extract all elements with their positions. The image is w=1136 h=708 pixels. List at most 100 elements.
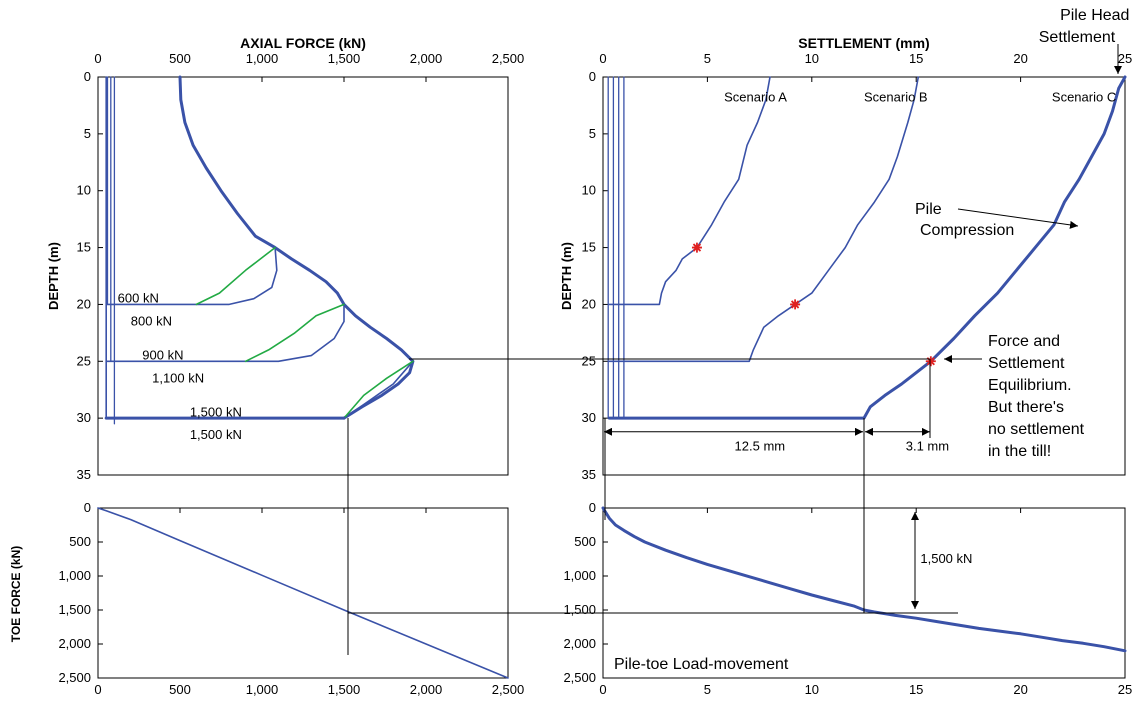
settlement-y-tick-label: 0 (589, 69, 596, 84)
axial-annotation: 800 kN (131, 313, 172, 328)
toe_force-y-tick-label: 2,500 (58, 670, 91, 685)
axial-annotation: 1,100 kN (152, 370, 204, 385)
settlement-y-tick-label: 35 (582, 467, 596, 482)
axial-annotation: 600 kN (118, 291, 159, 306)
pile_toe-y-tick-label: 0 (589, 500, 596, 515)
toe_force-y-tick-label: 1,000 (58, 568, 91, 583)
settlement-y-tick-label: 20 (582, 296, 596, 311)
axial-x-tick-label: 2,500 (492, 51, 525, 66)
axial-x-tick-label: 1,000 (246, 51, 279, 66)
pile_toe-x-tick-label: 5 (704, 682, 711, 697)
pile_toe-y-tick-label: 500 (574, 534, 596, 549)
settlement-x-tick-label: 5 (704, 51, 711, 66)
callouts: Pile Head Settlement Pile Compression Fo… (911, 7, 1129, 609)
pile-toe-title: Pile-toe Load-movement (614, 656, 789, 673)
settlement-y-tick-label: 15 (582, 240, 596, 255)
settlement-y-tick-label: 25 (582, 353, 596, 368)
axial-force-y-title: DEPTH (m) (46, 242, 61, 310)
toe_force-y-tick-label: 2,000 (58, 636, 91, 651)
pile_toe-series-line-0 (601, 506, 1127, 653)
axial-x-tick-label: 500 (169, 51, 191, 66)
axial-y-tick-label: 10 (77, 183, 91, 198)
axial-x-tick-label: 2,000 (410, 51, 443, 66)
settlement-series-line-2 (607, 75, 1127, 420)
axial-y-tick-label: 25 (77, 353, 91, 368)
callout-equilibrium: Force and Settlement Equilibrium. But th… (988, 333, 1089, 460)
settlement-x-tick-label: 20 (1013, 51, 1027, 66)
axial-series-line-1 (105, 246, 278, 306)
axial-x-tick-label: 1,500 (328, 51, 361, 66)
settlement-annotation: Scenario B (864, 89, 928, 104)
axial-series-line-0 (178, 75, 415, 420)
pile-toe-chart: 0 5 10 15 20 25 0 500 1,000 1,500 2,000 2,500 1,500 … (563, 500, 1132, 697)
pile_toe-y-tick-label: 1,000 (563, 568, 596, 583)
settlement-series-line-1 (608, 76, 920, 363)
axial-y-tick-label: 5 (84, 126, 91, 141)
axial-y-tick-label: 35 (77, 467, 91, 482)
pile-toe-marks: 0 5 10 15 20 25 0 500 1,000 1,500 2,000 2,500 1,500 … (563, 500, 1132, 697)
axial-y-tick-label: 0 (84, 69, 91, 84)
settlement-annotation: 12.5 mm (735, 439, 786, 454)
axial-y-tick-label: 20 (77, 296, 91, 311)
settlement-x-tick-label: 0 (599, 51, 606, 66)
guide-lines (347, 358, 958, 655)
toe-force-chart: 0 500 1,000 1,500 2,000 2,50005001,0001,5002,… (9, 500, 524, 697)
axial-y-tick-label: 30 (77, 410, 91, 425)
toe_force-series-line-0 (97, 507, 509, 679)
pile_toe-x-tick-label: 20 (1013, 682, 1027, 697)
callout-pile-head-line2: Settlement (1039, 29, 1116, 46)
axial-annotation: 1,500 kN (190, 427, 242, 442)
toe-force-marks: 0 500 1,000 1,500 2,000 2,50005001,0001,5002,… (58, 500, 524, 697)
toe_force-x-tick-label: 2,500 (492, 682, 525, 697)
settlement-x-tick-label: 25 (1118, 51, 1132, 66)
axial-series-line-5 (343, 360, 414, 419)
callout-eq-line1: Force and (988, 333, 1060, 350)
callout-pile-compression-arrow (957, 208, 1079, 229)
settlement-annotation: Scenario A (724, 89, 787, 104)
pile_toe-y-tick-label: 2,000 (563, 636, 596, 651)
axial-series-line-6 (343, 360, 414, 419)
settlement-x-title: SETTLEMENT (mm) (798, 35, 929, 51)
callout-eq-line2: Settlement (988, 355, 1065, 372)
toe_force-x-tick-label: 1,500 (328, 682, 361, 697)
pile_toe-x-tick-label: 15 (909, 682, 923, 697)
settlement-equilibrium-marker (925, 356, 936, 367)
toe_force-x-tick-label: 500 (169, 682, 191, 697)
pile_toe-x-tick-label: 0 (599, 682, 606, 697)
callout-eq-line3: Equilibrium. (988, 377, 1072, 394)
toe-force-y-title: TOE FORCE (kN) (9, 546, 23, 642)
toe-force-frame (97, 507, 509, 679)
toe_force-y-tick-label: 1,500 (58, 602, 91, 617)
callout-eq-line6: in the till! (988, 443, 1051, 460)
settlement-annotation: 3.1 mm (906, 439, 949, 454)
toe_force-x-tick-label: 2,000 (410, 682, 443, 697)
axial-annotation: 900 kN (142, 348, 183, 363)
toe_force-x-tick-label: 1,000 (246, 682, 279, 697)
callout-pile-compression: Pile Compression (915, 201, 1014, 239)
callout-pile-compression-line2: Compression (920, 222, 1014, 239)
axial-series-line-2 (195, 246, 276, 306)
callout-pile-head-line1: Pile Head (1060, 7, 1129, 24)
settlement-y-tick-label: 30 (582, 410, 596, 425)
settlement-y-tick-label: 10 (582, 183, 596, 198)
settlement-x-tick-label: 15 (909, 51, 923, 66)
callout-eq-line5: no settlement (988, 421, 1085, 438)
settlement-series-line-0 (608, 76, 771, 306)
toe_force-y-tick-label: 0 (84, 500, 91, 515)
axial-x-tick-label: 0 (94, 51, 101, 66)
axial-series-line-4 (244, 303, 345, 363)
settlement-equilibrium-marker (790, 299, 801, 310)
callout-pile-compression-line1: Pile (915, 201, 942, 218)
axial-force-marks: 0 500 1,000 1,500 2,000 2,500 0 5 10 15 20 25 30 35 60… (77, 51, 525, 482)
settlement-y-title: DEPTH (m) (559, 242, 574, 310)
pile_toe-y-tick-label: 1,500 (563, 602, 596, 617)
callout-eq-line4: But there's (988, 399, 1064, 416)
settlement-annotation: Scenario C (1052, 89, 1116, 104)
pile_toe-x-tick-label: 25 (1118, 682, 1132, 697)
settlement-x-tick-label: 10 (805, 51, 819, 66)
pile_toe-annotation: 1,500 kN (920, 551, 972, 566)
toe_force-y-tick-label: 500 (69, 534, 91, 549)
axial-force-x-title: AXIAL FORCE (kN) (240, 35, 366, 51)
axial-force-chart: 0 500 1,000 1,500 2,000 2,500 0 5 10 15 20 25 30 35 60… (46, 35, 524, 482)
